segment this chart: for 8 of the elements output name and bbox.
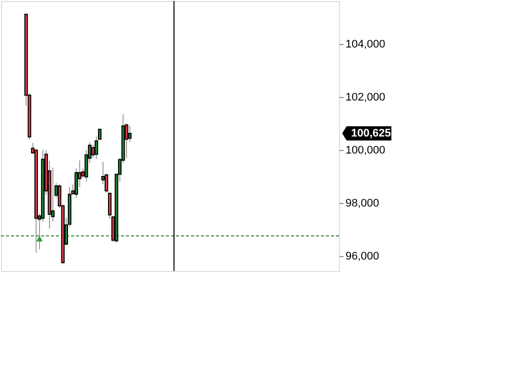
y-tick-label: 102,000 — [346, 91, 386, 104]
text: 100,625 — [351, 127, 391, 140]
y-tick-label: 104,000 — [346, 38, 386, 50]
candlestick — [128, 126, 132, 142]
candlestick — [98, 128, 102, 140]
y-tick-label: 96,000 — [346, 250, 380, 262]
y-tick-label: 98,000 — [346, 197, 380, 210]
y-tick-label: 100,000 — [346, 144, 386, 156]
